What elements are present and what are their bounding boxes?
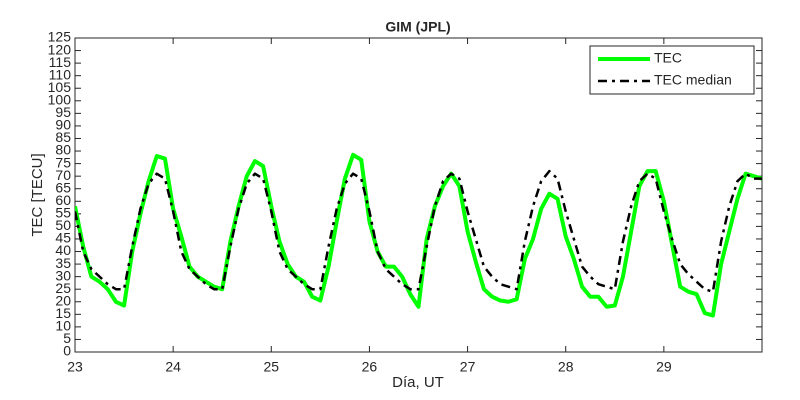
- x-tick-label: 28: [558, 359, 574, 375]
- y-tick-label: 35: [55, 255, 71, 271]
- x-tick-label: 26: [362, 359, 378, 375]
- y-tick-label: 25: [55, 280, 71, 296]
- y-tick-label: 45: [55, 230, 71, 246]
- y-tick-label: 30: [55, 267, 71, 283]
- x-tick-label: 29: [656, 359, 672, 375]
- y-tick-label: 75: [55, 154, 71, 170]
- y-tick-label: 15: [55, 305, 71, 321]
- y-tick-label: 100: [48, 92, 72, 108]
- y-tick-label: 80: [55, 142, 71, 158]
- x-tick-label: 23: [67, 359, 83, 375]
- y-tick-label: 20: [55, 292, 71, 308]
- x-tick-label: 24: [165, 359, 181, 375]
- data-line: [75, 169, 762, 293]
- y-tick-label: 115: [49, 54, 72, 70]
- y-tick-label: 60: [55, 192, 71, 208]
- y-tick-label: 95: [55, 104, 71, 120]
- y-tick-label: 55: [55, 205, 71, 221]
- x-axis-label: Día, UT: [392, 374, 444, 391]
- x-tick-label: 25: [263, 359, 279, 375]
- y-tick-label: 105: [48, 79, 72, 95]
- y-tick-label: 90: [55, 117, 71, 133]
- y-tick-label: 120: [48, 41, 72, 57]
- x-tick-label: 27: [460, 359, 476, 375]
- y-tick-label: 5: [63, 330, 71, 346]
- y-tick-label: 40: [55, 242, 71, 258]
- legend-label: TEC: [654, 50, 682, 66]
- y-tick-label: 85: [55, 129, 71, 145]
- y-tick-label: 10: [55, 318, 71, 334]
- y-tick-label: 70: [55, 167, 71, 183]
- y-tick-label: 65: [55, 179, 71, 195]
- y-axis-label: TEC [TECU]: [29, 153, 46, 236]
- legend-label: TEC median: [654, 72, 732, 88]
- y-tick-label: 50: [55, 217, 71, 233]
- y-tick-label: 110: [49, 66, 72, 82]
- legend-box: [589, 45, 755, 95]
- y-tick-label: 125: [48, 29, 72, 45]
- y-tick-label: 0: [63, 343, 71, 359]
- chart-title: GIM (JPL): [385, 19, 450, 35]
